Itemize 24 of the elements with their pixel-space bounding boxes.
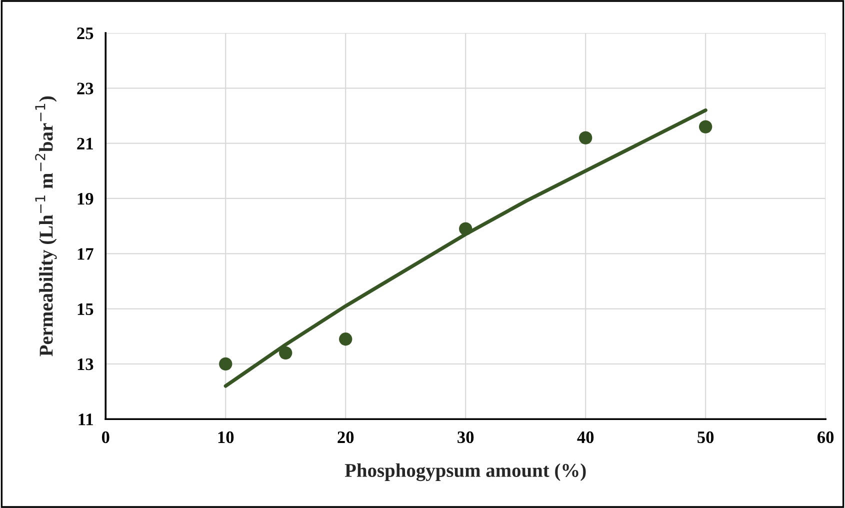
y-tick-label: 17 — [78, 248, 94, 260]
line-series — [224, 108, 708, 388]
x-tick-label: 60 — [817, 431, 834, 444]
x-tick-label: 0 — [102, 431, 110, 444]
y-tick-label: 15 — [78, 303, 94, 315]
y-tick-label: 21 — [77, 138, 93, 150]
point — [279, 346, 292, 360]
point — [578, 131, 592, 144]
x-axis-title: Phosphogypsum amount (%) — [344, 463, 586, 482]
y-tick-label: 23 — [77, 82, 94, 94]
point — [459, 222, 472, 236]
y-tick-label: 19 — [78, 193, 94, 205]
x-tick-label: 10 — [218, 431, 234, 444]
y-tick-label: 25 — [77, 28, 94, 40]
point — [339, 332, 352, 346]
x-tick-label: 40 — [577, 431, 594, 444]
point — [698, 120, 712, 134]
y-axis-title: Permeability (Lh$^{−1}$ m$^{−2}$bar$^{−1}$) — [35, 96, 57, 356]
y-tick-label: 11 — [78, 414, 93, 426]
point — [219, 357, 232, 371]
x-tick-label: 30 — [458, 431, 474, 444]
y-tick-label: 13 — [78, 358, 94, 370]
x-tick-label: 20 — [338, 431, 354, 444]
x-tick-label: 50 — [698, 431, 714, 444]
